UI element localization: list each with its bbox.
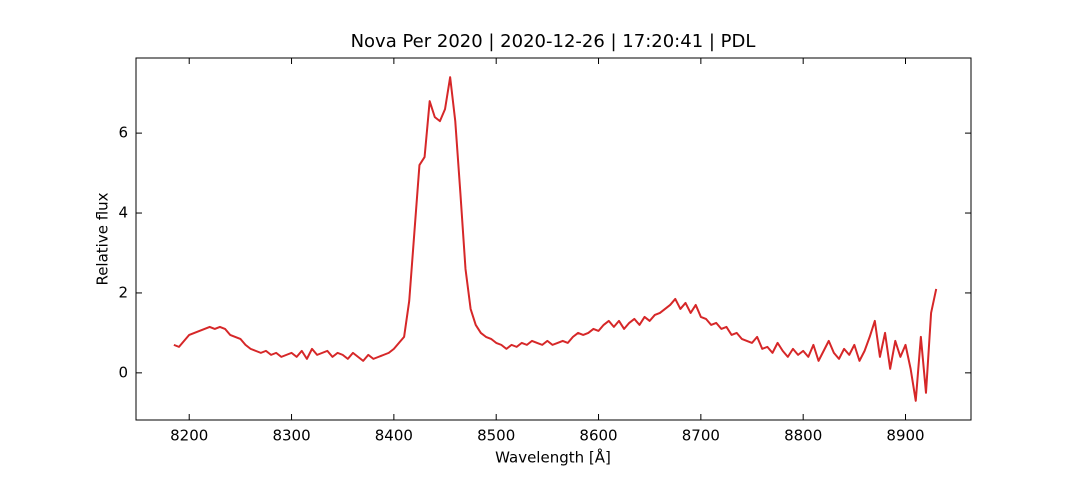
- y-tick-label: 0: [118, 363, 128, 381]
- x-tick-label: 8700: [682, 427, 720, 445]
- y-tick-label: 6: [118, 124, 128, 142]
- y-axis-label: Relative flux: [94, 192, 112, 285]
- x-axis-label: Wavelength [Å]: [495, 448, 611, 467]
- x-tick-label: 8200: [170, 427, 208, 445]
- x-tick-label: 8500: [477, 427, 515, 445]
- y-tick-label: 2: [118, 283, 128, 301]
- plot-frame: [135, 57, 972, 421]
- spectrum-line: [173, 76, 938, 402]
- y-tick-label: 4: [118, 204, 128, 222]
- x-tick-label: 8400: [375, 427, 413, 445]
- x-tick-label: 8300: [272, 427, 310, 445]
- x-tick-label: 8900: [886, 427, 924, 445]
- x-tick-label: 8800: [784, 427, 822, 445]
- x-tick-label: 8600: [579, 427, 617, 445]
- chart-title: Nova Per 2020 | 2020-12-26 | 17:20:41 | …: [351, 31, 756, 52]
